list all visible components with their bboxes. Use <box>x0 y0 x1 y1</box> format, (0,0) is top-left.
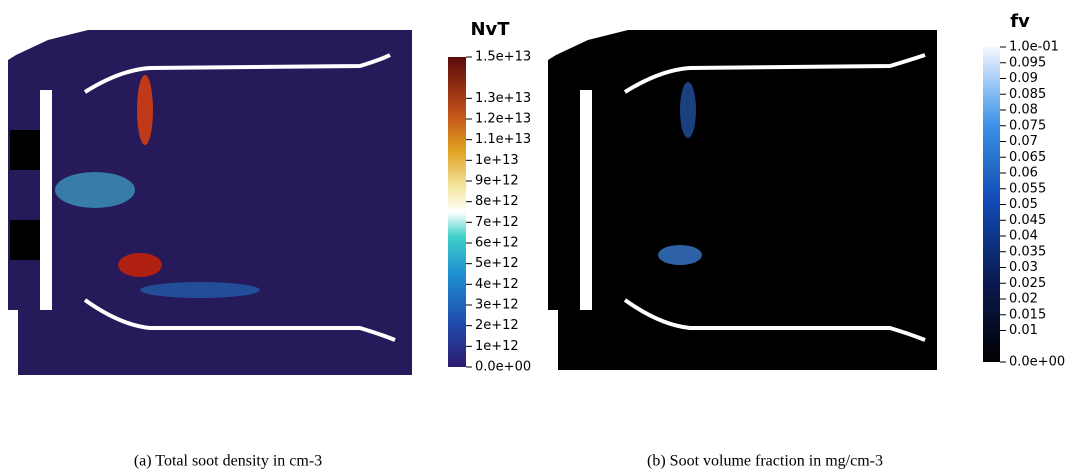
tick-label: 0.085 <box>1009 87 1046 102</box>
colorbar-title: NvT <box>470 19 510 40</box>
tick-label: 7e+12 <box>475 215 519 230</box>
tick-label: 4e+12 <box>475 277 519 292</box>
colorbar-a <box>448 57 466 367</box>
colorbar-b <box>983 47 1000 362</box>
tick-label: 0.0e+00 <box>1009 355 1065 370</box>
tick-label: 0.025 <box>1009 276 1046 291</box>
tick-label: 0.03 <box>1009 260 1038 275</box>
tick-label: 0.035 <box>1009 244 1046 259</box>
tick-label: 0.055 <box>1009 181 1046 196</box>
tick-label: 0.02 <box>1009 292 1038 307</box>
tick-label: 0.015 <box>1009 307 1046 322</box>
tick-label: 0.07 <box>1009 134 1038 149</box>
caption: (a) Total soot density in cm-3 <box>134 453 322 470</box>
tick-label: 0.095 <box>1009 55 1046 70</box>
tick-label: 0.045 <box>1009 213 1046 228</box>
tick-label: 1.3e+13 <box>475 91 531 106</box>
tick-label: 8e+12 <box>475 194 519 209</box>
tick-label: 1.2e+13 <box>475 112 531 127</box>
tick-label: 1.0e-01 <box>1009 40 1059 55</box>
tick-label: 0.065 <box>1009 150 1046 165</box>
tick-label: 0.05 <box>1009 197 1038 212</box>
caption: (b) Soot volume fraction in mg/cm-3 <box>647 453 883 470</box>
tick-label: 1e+12 <box>475 339 519 354</box>
tick-label: 0.0e+00 <box>475 360 531 375</box>
tick-label: 1.1e+13 <box>475 132 531 147</box>
tick-label: 2e+12 <box>475 318 519 333</box>
tick-label: 0.06 <box>1009 166 1038 181</box>
tick-label: 0.08 <box>1009 103 1038 118</box>
tick-label: 0.09 <box>1009 71 1038 86</box>
tick-label: 3e+12 <box>475 298 519 313</box>
plot-b <box>548 30 937 370</box>
plot-a <box>8 30 412 375</box>
tick-label: 0.075 <box>1009 118 1046 133</box>
tick-label: 1e+13 <box>475 153 519 168</box>
tick-label: 9e+12 <box>475 174 519 189</box>
tick-label: 1.5e+13 <box>475 50 531 65</box>
tick-label: 6e+12 <box>475 236 519 251</box>
colorbar-title: fv <box>1010 11 1030 32</box>
tick-label: 0.01 <box>1009 323 1038 338</box>
tick-label: 5e+12 <box>475 256 519 271</box>
tick-label: 0.04 <box>1009 229 1038 244</box>
